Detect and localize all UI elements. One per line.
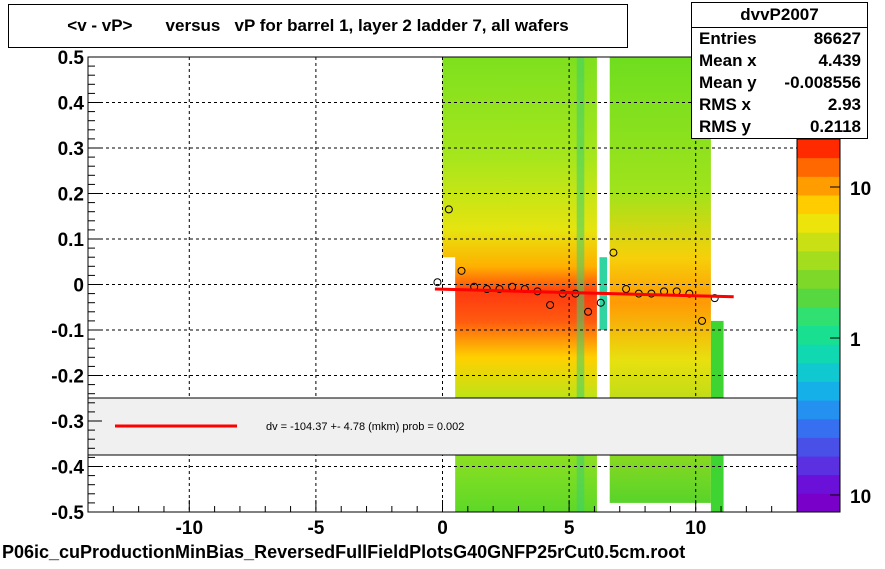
colorbar-cell (797, 157, 840, 177)
x-tick-label: -10 (176, 518, 203, 539)
colorbar-cell (797, 213, 840, 233)
profile-point (584, 307, 593, 316)
colorbar-cell (797, 418, 840, 438)
stats-box: dvvP2007 Entries 86627 Mean x 4.439 Mean… (691, 2, 868, 139)
y-tick-label: -0.3 (51, 412, 84, 433)
x-tick-label: -5 (307, 518, 324, 539)
stats-value: 4.439 (818, 51, 861, 70)
stats-row-entries: Entries 86627 (692, 28, 867, 50)
y-tick-label: 0.1 (58, 230, 85, 251)
colorbar-frame (796, 138, 841, 513)
y-tick-label: 0.3 (58, 139, 84, 160)
stats-label: RMS x (699, 95, 751, 114)
colorbar-cell (797, 493, 840, 513)
colorbar-cell (797, 250, 840, 271)
colorbar-cell (797, 381, 840, 401)
chart-title: <v - vP> versus vP for barrel 1, layer 2… (8, 4, 628, 48)
colorbar-tick-label: 10 (850, 487, 871, 508)
y-tick-label: 0.2 (58, 185, 84, 206)
colorbar-cell (797, 288, 840, 308)
profile-point (546, 300, 555, 309)
stats-label: Mean x (699, 51, 757, 70)
legend-text: dv = -104.37 +- 4.78 (mkm) prob = 0.002 (266, 421, 464, 433)
colorbar-cell (797, 362, 840, 382)
stats-value: 86627 (813, 29, 861, 48)
stats-value: -0.008556 (784, 73, 861, 92)
stats-label: Entries (699, 29, 757, 48)
colorbar-cell (797, 306, 840, 326)
stats-row-rms-x: RMS x 2.93 (692, 94, 867, 116)
profile-point (457, 266, 466, 275)
y-tick-label: -0.1 (51, 321, 84, 342)
x-tick-label: 0 (437, 518, 448, 539)
colorbar-cell (797, 400, 840, 420)
stats-label: RMS y (699, 117, 751, 136)
file-name-footer: P06ic_cuProductionMinBias_ReversedFullFi… (2, 542, 686, 562)
profile-point (495, 285, 504, 294)
colorbar-cell (797, 325, 840, 345)
colorbar-cell (797, 232, 840, 252)
stats-row-mean-y: Mean y -0.008556 (692, 72, 867, 94)
profile-point (444, 205, 453, 214)
stats-label: Mean y (699, 73, 757, 92)
profile-point (710, 294, 719, 303)
y-tick-label: -0.4 (51, 458, 84, 479)
y-tick-label: 0 (73, 276, 84, 297)
colorbar-cell (797, 139, 840, 159)
stats-name: dvvP2007 (692, 3, 867, 28)
stats-row-rms-y: RMS y 0.2118 (692, 116, 867, 138)
y-tick-label: 0.4 (58, 94, 85, 115)
profile-point (433, 278, 442, 287)
y-tick-label: -0.2 (51, 367, 84, 388)
profile-point (596, 298, 605, 307)
colorbar-cell (797, 194, 840, 215)
colorbar-tick-label: 1 (850, 330, 861, 351)
stats-value: 0.2118 (809, 117, 861, 136)
y-tick-label: 0.5 (58, 48, 85, 69)
colorbar: 10 1 10 (796, 138, 871, 513)
heatmap-gap (442, 257, 456, 512)
colorbar-cell (797, 344, 840, 364)
fit-legend: dv = -104.37 +- 4.78 (mkm) prob = 0.002 (87, 397, 798, 456)
colorbar-tick-label: 10 (850, 179, 871, 200)
fit-line (434, 287, 734, 299)
colorbar-cell (797, 176, 840, 196)
profile-point (698, 316, 707, 325)
stats-row-mean-x: Mean x 4.439 (692, 50, 867, 72)
colorbar-cell (797, 474, 840, 494)
colorbar-cell (797, 437, 840, 457)
y-tick-label: -0.5 (51, 503, 84, 524)
colorbar-cell (797, 269, 840, 289)
colorbar-cell (797, 456, 840, 476)
x-tick-label: 5 (564, 518, 575, 539)
x-tick-label: 10 (685, 518, 706, 539)
profile-point (609, 248, 618, 257)
stats-value: 2.93 (827, 95, 861, 114)
